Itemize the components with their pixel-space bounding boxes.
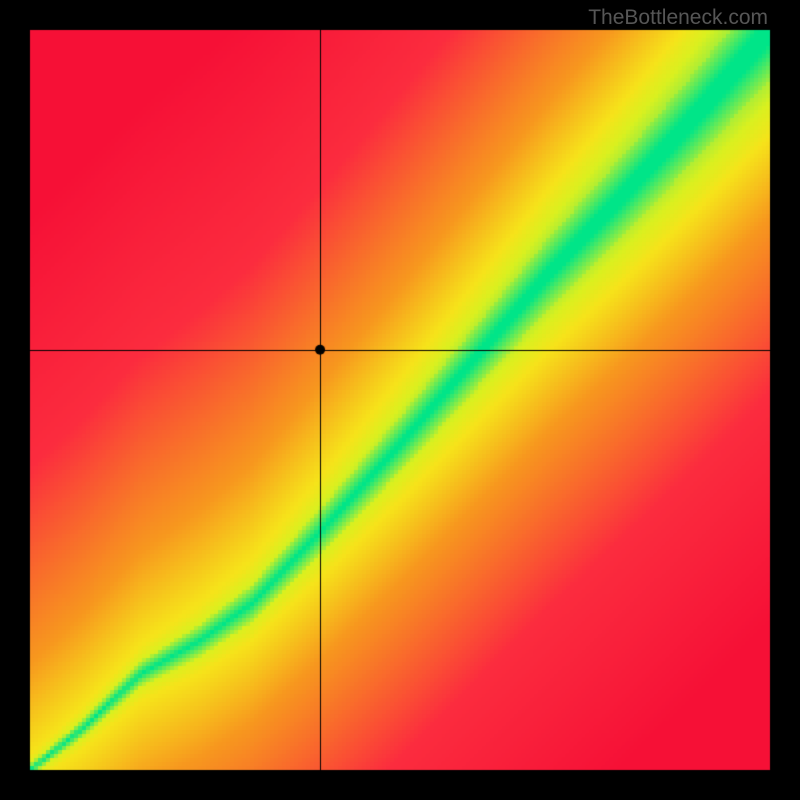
watermark-text: TheBottleneck.com bbox=[588, 6, 768, 30]
bottleneck-heatmap: TheBottleneck.com bbox=[0, 0, 800, 800]
heatmap-canvas bbox=[0, 0, 800, 800]
